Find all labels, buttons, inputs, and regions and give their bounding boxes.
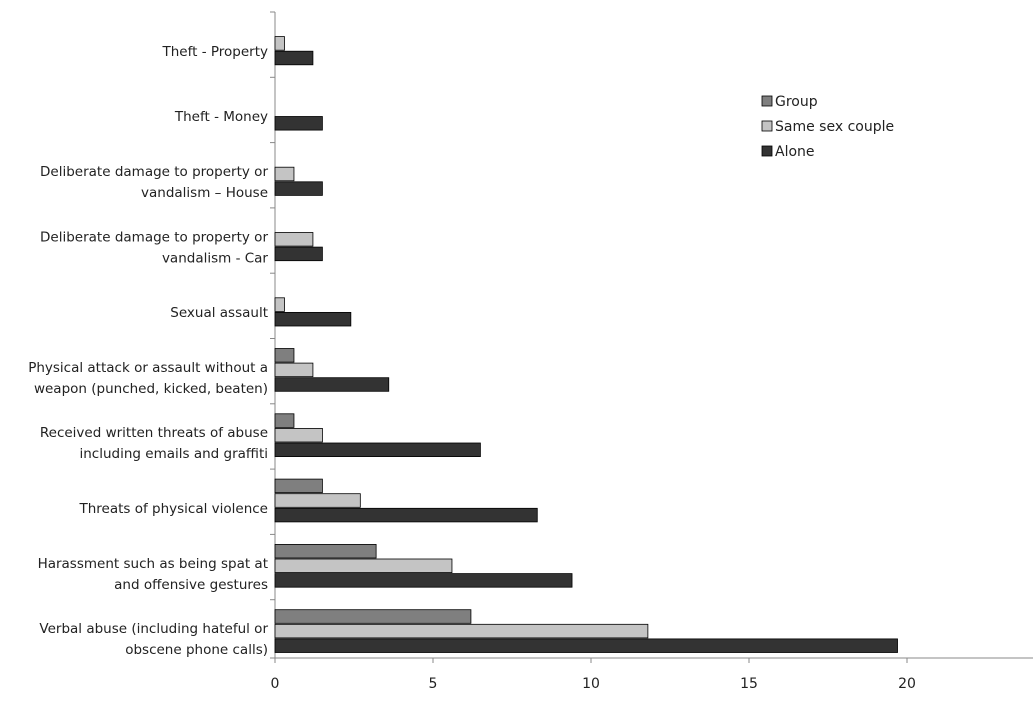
- bar-same-sex-couple: [274, 36, 285, 51]
- bar-same-sex-couple: [274, 427, 323, 443]
- legend-label: Same sex couple: [775, 119, 894, 135]
- bar-alone: [274, 507, 538, 523]
- legend-label: Group: [775, 94, 818, 110]
- category-label: Deliberate damage to property or: [40, 164, 268, 180]
- x-tick-label: 15: [740, 676, 758, 692]
- bar-alone: [274, 50, 314, 66]
- bar-alone: [274, 181, 323, 196]
- category-label: including emails and graffiti: [79, 446, 268, 462]
- bar-alone: [274, 246, 323, 262]
- bar-alone: [274, 638, 898, 653]
- bar-alone: [274, 442, 481, 458]
- x-tick-label: 10: [582, 676, 600, 692]
- x-tick-label: 5: [429, 676, 438, 692]
- category-label: Verbal abuse (including hateful or: [39, 621, 268, 637]
- bar-group: [274, 478, 323, 494]
- category-label: Received written threats of abuse: [40, 425, 268, 441]
- bar-same-sex-couple: [274, 297, 285, 312]
- category-label: Sexual assault: [170, 305, 268, 321]
- bar-alone: [274, 311, 352, 327]
- category-label: Deliberate damage to property or: [40, 229, 268, 245]
- category-label: Physical attack or assault without a: [28, 360, 268, 376]
- bar-group: [274, 413, 295, 428]
- bar-same-sex-couple: [274, 493, 361, 508]
- legend-label: Alone: [775, 144, 815, 160]
- category-label: Harassment such as being spat at: [38, 556, 268, 572]
- legend-swatch-alone: [761, 145, 773, 157]
- bar-alone: [274, 573, 573, 588]
- bar-same-sex-couple: [274, 232, 314, 247]
- bar-same-sex-couple: [274, 362, 314, 378]
- bar-alone: [274, 377, 390, 392]
- category-label: Threats of physical violence: [78, 501, 268, 517]
- bar-group: [274, 544, 377, 559]
- category-label: obscene phone calls): [125, 642, 268, 658]
- category-label: Theft - Money: [174, 109, 268, 125]
- x-tick-label: 20: [898, 676, 916, 692]
- bar-same-sex-couple: [274, 558, 453, 574]
- legend-swatch-same-sex-couple: [761, 120, 773, 132]
- x-tick-label: 0: [271, 676, 280, 692]
- legend-swatch-group: [761, 95, 773, 107]
- category-label: vandalism – House: [141, 185, 268, 201]
- category-label: and offensive gestures: [114, 577, 268, 593]
- bar-same-sex-couple: [274, 623, 649, 639]
- bar-alone: [274, 116, 323, 131]
- bar-group: [274, 609, 472, 624]
- category-label: weapon (punched, kicked, beaten): [34, 381, 268, 397]
- bar-group: [274, 348, 295, 363]
- category-label: Theft - Property: [162, 44, 269, 60]
- bar-same-sex-couple: [274, 166, 295, 182]
- category-label: vandalism - Car: [162, 250, 268, 266]
